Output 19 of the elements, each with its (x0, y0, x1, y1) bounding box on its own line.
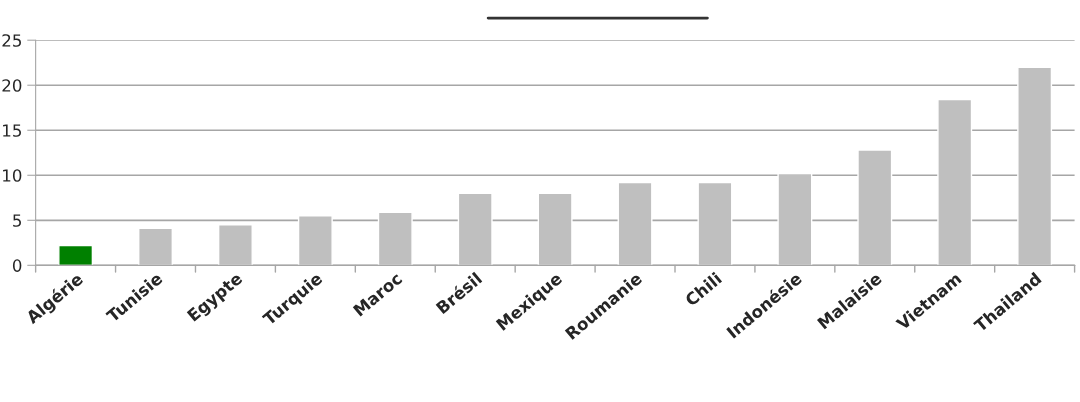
y-tick-label: 20 (2, 79, 22, 92)
y-tick-label: 10 (3, 169, 22, 182)
bar (857, 149, 893, 266)
bar (217, 224, 253, 266)
bar (297, 215, 333, 266)
y-tick-label: 25 (2, 34, 21, 47)
bar (777, 172, 813, 266)
bar (937, 98, 973, 266)
y-tick-label: 0 (12, 259, 22, 272)
bar (617, 181, 653, 266)
bar (1017, 66, 1053, 266)
bar (138, 227, 173, 266)
bar (537, 192, 573, 266)
bar (457, 192, 493, 266)
bar (697, 181, 733, 266)
bar (377, 211, 413, 266)
y-tick-label: 15 (3, 124, 21, 137)
bar (58, 244, 94, 266)
y-tick-label: 5 (13, 214, 21, 227)
